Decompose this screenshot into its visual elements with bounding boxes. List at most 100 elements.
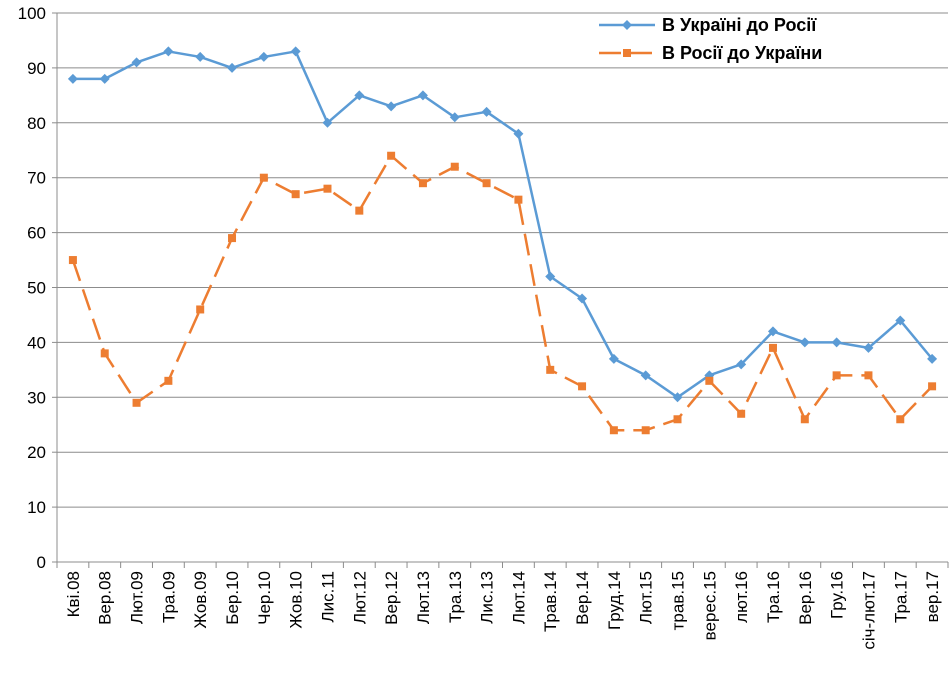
x-tick-label: Лют.09 xyxy=(128,571,147,624)
data-point xyxy=(640,370,651,381)
data-point xyxy=(673,415,682,424)
x-tick-label: Жов.10 xyxy=(287,571,306,629)
x-tick-label: Тра.17 xyxy=(891,571,910,623)
data-point xyxy=(800,415,809,424)
data-point xyxy=(67,73,78,84)
data-point xyxy=(641,426,650,435)
y-tick-label: 80 xyxy=(27,114,46,133)
y-tick-label: 10 xyxy=(27,498,46,517)
data-point xyxy=(258,51,269,62)
y-tick-label: 70 xyxy=(27,169,46,188)
legend-label: В Росії до України xyxy=(662,43,822,63)
x-tick-label: Тра.09 xyxy=(159,571,178,623)
data-point xyxy=(132,398,141,407)
legend-label: В Україні до Росії xyxy=(662,15,817,35)
data-point xyxy=(163,46,174,57)
data-point xyxy=(799,337,810,348)
x-axis-ticks: Кві.08 Вер.08 Лют.09 Тра.09 Жов.09 Бер.10 Чер.… xyxy=(56,562,949,650)
data-point xyxy=(354,90,365,101)
x-tick-label: Лют.15 xyxy=(637,571,656,624)
data-point xyxy=(417,90,428,101)
data-point xyxy=(323,184,332,193)
y-tick-label: 100 xyxy=(18,4,46,23)
data-point xyxy=(864,371,873,380)
x-tick-label: Кві.08 xyxy=(64,571,83,617)
data-point xyxy=(514,195,523,204)
y-tick-label: 90 xyxy=(27,59,46,78)
x-tick-label: Тра.16 xyxy=(764,571,783,623)
data-point xyxy=(449,112,460,123)
x-tick-label: вер.17 xyxy=(923,571,942,622)
x-tick-label: Лют.13 xyxy=(414,571,433,624)
x-tick-label: Груд.14 xyxy=(605,571,624,630)
legend-item: В Україні до Росії xyxy=(599,15,817,35)
data-point xyxy=(768,343,777,352)
x-tick-label: Лют.12 xyxy=(350,571,369,624)
data-point xyxy=(545,271,556,282)
y-tick-label: 40 xyxy=(27,333,46,352)
data-point xyxy=(895,315,906,326)
data-point xyxy=(195,51,206,62)
data-point xyxy=(259,173,268,182)
data-point xyxy=(767,326,778,337)
data-point xyxy=(513,128,524,139)
data-point xyxy=(672,392,683,403)
data-point xyxy=(608,353,619,364)
data-point xyxy=(896,415,905,424)
legend: В Україні до Росії В Росії до України xyxy=(599,15,822,63)
x-tick-label: Чер.10 xyxy=(255,571,274,625)
data-point xyxy=(578,382,587,391)
data-point xyxy=(290,46,301,57)
y-tick-label: 0 xyxy=(37,553,46,572)
y-tick-label: 20 xyxy=(27,443,46,462)
x-tick-label: лют.16 xyxy=(732,571,751,623)
x-tick-label: верес.15 xyxy=(700,571,719,640)
data-point xyxy=(68,256,77,265)
x-tick-label: трав.15 xyxy=(669,571,688,630)
data-point xyxy=(450,162,459,171)
data-point xyxy=(418,179,427,188)
x-tick-label: Тра.13 xyxy=(446,571,465,623)
x-tick-label: Лют.14 xyxy=(509,571,528,624)
x-tick-label: Трав.14 xyxy=(541,571,560,632)
data-point xyxy=(736,359,747,370)
series-line xyxy=(72,50,934,399)
data-point xyxy=(387,151,396,160)
data-point xyxy=(831,337,842,348)
data-point xyxy=(386,101,397,112)
data-point xyxy=(863,342,874,353)
data-point xyxy=(227,62,238,73)
data-point xyxy=(546,365,555,374)
legend-marker xyxy=(623,49,631,57)
data-point xyxy=(737,409,746,418)
data-point xyxy=(927,353,938,364)
data-point xyxy=(291,190,300,199)
data-point xyxy=(832,371,841,380)
y-tick-label: 60 xyxy=(27,224,46,243)
series-line xyxy=(71,154,933,432)
data-point xyxy=(577,293,588,304)
series-1 xyxy=(67,46,938,403)
data-point xyxy=(196,305,205,314)
data-point xyxy=(481,106,492,117)
data-point xyxy=(131,57,142,68)
series-lines xyxy=(67,46,938,435)
data-point xyxy=(164,376,173,385)
y-axis-ticks: 0 10 20 30 40 50 60 70 80 90 100 xyxy=(18,4,57,572)
series-2 xyxy=(68,151,937,435)
data-point xyxy=(705,376,714,385)
x-tick-label: Лис.13 xyxy=(478,571,497,624)
data-point xyxy=(482,179,491,188)
x-tick-label: Вер.08 xyxy=(96,571,115,625)
x-tick-label: Жов.09 xyxy=(191,571,210,629)
data-point xyxy=(355,206,364,215)
gridlines xyxy=(57,12,948,508)
y-tick-label: 50 xyxy=(27,279,46,298)
legend-marker xyxy=(622,20,632,30)
legend-item: В Росії до України xyxy=(599,43,822,63)
x-tick-label: Вер.14 xyxy=(573,571,592,625)
data-point xyxy=(609,426,618,435)
data-point xyxy=(322,117,333,128)
y-tick-label: 30 xyxy=(27,388,46,407)
